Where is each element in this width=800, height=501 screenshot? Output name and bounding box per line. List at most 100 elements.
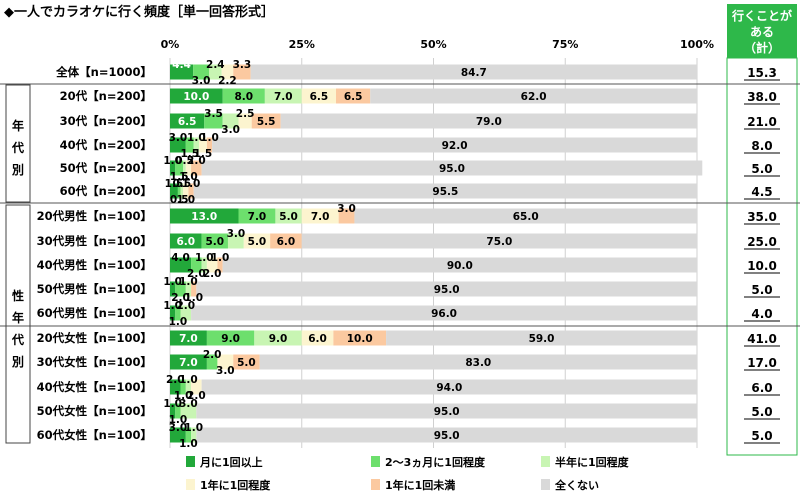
data-label: 1.0 [195,252,214,264]
bar-bimonthly [191,257,202,273]
bar-monthly [170,113,205,129]
x-tick-label: 75% [552,38,578,51]
bar-never [201,160,703,176]
x-tick-label: 100% [680,38,714,51]
legend-label-yearly: 1年に1回程度 [200,478,271,492]
bar-monthly [170,257,192,273]
bar-never [354,208,697,224]
data-label: 95.0 [439,163,465,175]
data-label: 0.5 [175,155,194,167]
data-label: 13.0 [191,211,217,223]
data-label: 3.0 [227,228,246,240]
data-label: 3.0 [169,422,188,434]
data-label: 1.0 [169,414,188,426]
total-header-line: ある [750,25,774,39]
row-label: 30代女性【n=100】 [37,355,152,369]
data-label: 62.0 [521,91,547,103]
data-label: 7.0 [248,211,267,223]
data-label: 1.0 [211,252,230,264]
bar-never [201,379,697,395]
bar-lessyearly [217,257,223,273]
data-label: 2.0 [171,292,190,304]
total-value: 4.5 [751,185,772,199]
total-header-line: 行くことが [731,8,792,23]
bar-monthly [170,137,186,153]
data-label: 1.0 [177,194,196,206]
total-value: 21.0 [747,115,777,129]
legend-swatch-monthly [186,456,195,467]
bar-halfyear [180,183,184,199]
row-label: 40代【n=200】 [60,138,152,152]
legend-swatch-never [541,479,550,490]
bar-lessyearly [233,354,260,370]
bar-halfyear [185,281,192,297]
bar-bimonthly [204,113,223,129]
data-label: 1.0 [187,132,206,144]
bar-monthly [170,379,181,395]
data-label: 1.0 [169,316,188,328]
bar-never [196,427,697,443]
bar-bimonthly [222,88,265,104]
legend-swatch-yearly [186,479,195,490]
data-label: 1.0 [179,276,198,288]
total-value: 5.0 [751,283,772,297]
total-value: 38.0 [747,90,777,104]
row-label: 40代男性【n=100】 [37,258,152,272]
data-label: 1.0 [182,178,201,190]
total-value: 17.0 [747,356,777,370]
data-label: 2.2 [218,75,237,87]
data-label: 5.0 [248,236,267,248]
data-label: 3.0 [179,398,198,410]
total-value: 41.0 [747,332,777,346]
bar-monthly [170,354,207,370]
data-label: 6.5 [178,116,197,128]
row-label: 30代【n=200】 [60,114,152,128]
bar-never [193,183,697,199]
data-label: 90.0 [447,260,473,272]
bar-never [222,257,697,273]
row-label: 30代男性【n=100】 [37,234,152,248]
row-label: 20代女性【n=100】 [37,331,152,345]
data-label: 3.0 [337,203,356,215]
data-label: 2.0 [203,349,222,361]
data-label: 65.0 [513,211,539,223]
legend-label-bimonthly: 2～3ヵ月に1回程度 [385,455,486,469]
data-label: 4.0 [171,252,190,264]
bar-bimonthly [206,354,218,370]
bar-halfyear [180,305,192,321]
data-label: 0.5 [173,178,192,190]
data-label: 59.0 [529,333,555,345]
bar-lessyearly [251,113,281,129]
data-label: 95.5 [432,186,458,198]
group-label-gender-age-char: 年 [12,310,24,325]
bar-lessyearly [191,160,202,176]
row-label: 60代【n=200】 [60,184,152,198]
data-label: 3.0 [192,75,211,87]
data-label: 3.3 [233,59,252,71]
bar-halfyear [275,208,302,224]
total-header-line: （計） [744,40,780,55]
total-column-frame [726,57,798,456]
data-label: 1.5 [194,148,213,160]
bar-yearly [301,208,339,224]
group-label-age-char: 年 [12,118,24,133]
data-label: 7.0 [179,357,198,369]
row-label: 60代男性【n=100】 [37,306,152,320]
bar-never [196,281,697,297]
data-label: 6.0 [308,333,327,345]
group-label-gender-age-char: 代 [11,332,24,347]
bar-bimonthly [193,64,209,80]
data-label: 92.0 [442,140,468,152]
data-label: 4.4 [172,59,191,71]
group-label-age-char: 別 [11,163,24,177]
data-label: 3.0 [216,365,235,377]
data-label: 7.0 [179,333,198,345]
data-label: 6.0 [177,236,196,248]
x-tick-label: 50% [420,38,446,51]
bar-halfyear [201,257,207,273]
row-label: 50代【n=200】 [60,161,152,175]
bar-lessyearly [270,233,302,249]
data-label: 10.0 [347,333,373,345]
bar-monthly [170,330,207,346]
